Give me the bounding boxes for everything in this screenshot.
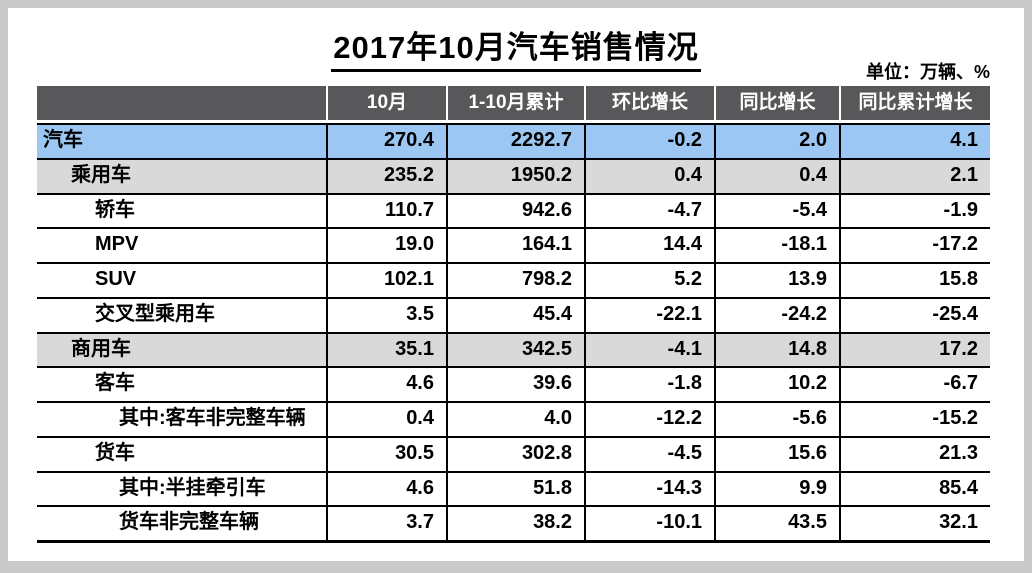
value-cell: -0.2 bbox=[584, 125, 714, 158]
unit-label: 单位：万辆、% bbox=[865, 62, 990, 82]
value-cell: 14.4 bbox=[584, 229, 714, 262]
value-cell: -12.2 bbox=[584, 403, 714, 436]
value-cell: -1.8 bbox=[584, 368, 714, 401]
table-row: 货车非完整车辆 3.7 38.2 -10.1 43.5 32.1 bbox=[37, 505, 990, 540]
value-cell: 30.5 bbox=[326, 437, 446, 471]
value-cell: -5.4 bbox=[714, 194, 839, 228]
table-row: SUV 102.1 798.2 5.2 13.9 15.8 bbox=[37, 262, 990, 297]
table-row: MPV 19.0 164.1 14.4 -18.1 -17.2 bbox=[37, 227, 990, 262]
value-cell: 302.8 bbox=[446, 437, 584, 471]
page-title: 2017年10月汽车销售情况 bbox=[331, 22, 701, 72]
column-header: 同比增长 bbox=[714, 86, 839, 120]
value-cell: 38.2 bbox=[446, 507, 584, 540]
value-cell: 51.8 bbox=[446, 472, 584, 506]
value-cell: 4.6 bbox=[326, 368, 446, 401]
value-cell: 15.6 bbox=[714, 437, 839, 471]
value-cell: -4.5 bbox=[584, 437, 714, 471]
row-label: MPV bbox=[95, 233, 139, 256]
value-cell: -15.2 bbox=[839, 403, 990, 436]
value-cell: 5.2 bbox=[584, 264, 714, 297]
table-header-row: 10月 1-10月累计 环比增长 同比增长 同比累计增长 bbox=[37, 86, 990, 120]
value-cell: 9.9 bbox=[714, 472, 839, 506]
value-cell: 942.6 bbox=[446, 194, 584, 228]
value-cell: 164.1 bbox=[446, 229, 584, 262]
value-cell: 13.9 bbox=[714, 264, 839, 297]
value-cell: 17.2 bbox=[839, 333, 990, 367]
row-label: 汽车 bbox=[43, 129, 83, 151]
row-label: 货车非完整车辆 bbox=[119, 511, 259, 534]
value-cell: -25.4 bbox=[839, 298, 990, 332]
value-cell: 0.4 bbox=[714, 159, 839, 193]
value-cell: 43.5 bbox=[714, 507, 839, 540]
column-header: 10月 bbox=[326, 86, 446, 120]
value-cell: 85.4 bbox=[839, 472, 990, 506]
value-cell: 21.3 bbox=[839, 437, 990, 471]
row-label: 其中:半挂牵引车 bbox=[119, 476, 266, 499]
title-wrap: 2017年10月汽车销售情况 bbox=[8, 22, 1024, 72]
value-cell: -10.1 bbox=[584, 507, 714, 540]
value-cell: 32.1 bbox=[839, 507, 990, 540]
table-row: 商用车 35.1 342.5 -4.1 14.8 17.2 bbox=[37, 331, 990, 367]
value-cell: 110.7 bbox=[326, 194, 446, 228]
table-row: 其中:半挂牵引车 4.6 51.8 -14.3 9.9 85.4 bbox=[37, 470, 990, 506]
value-cell: 0.4 bbox=[326, 403, 446, 436]
value-cell: 14.8 bbox=[714, 333, 839, 367]
row-label: 货车 bbox=[95, 441, 135, 464]
value-cell: 235.2 bbox=[326, 159, 446, 193]
value-cell: -4.7 bbox=[584, 194, 714, 228]
row-label: 商用车 bbox=[71, 337, 131, 360]
value-cell: 10.2 bbox=[714, 368, 839, 401]
column-header-empty bbox=[37, 86, 326, 120]
table-row: 乘用车 235.2 1950.2 0.4 0.4 2.1 bbox=[37, 157, 990, 193]
value-cell: 3.7 bbox=[326, 507, 446, 540]
sales-table: 10月 1-10月累计 环比增长 同比增长 同比累计增长 汽车 270.4 2292.7 -0… bbox=[37, 86, 990, 543]
value-cell: 0.4 bbox=[584, 159, 714, 193]
table-row: 客车 4.6 39.6 -1.8 10.2 -6.7 bbox=[37, 366, 990, 401]
value-cell: -6.7 bbox=[839, 368, 990, 401]
table-body: 汽车 270.4 2292.7 -0.2 2.0 4.1 乘用车 235.2 1950.2 0.4… bbox=[37, 123, 990, 543]
value-cell: -14.3 bbox=[584, 472, 714, 506]
value-cell: 4.6 bbox=[326, 472, 446, 506]
value-cell: 19.0 bbox=[326, 229, 446, 262]
value-cell: 2.0 bbox=[714, 125, 839, 158]
value-cell: 45.4 bbox=[446, 298, 584, 332]
row-label: 乘用车 bbox=[71, 163, 131, 186]
column-header: 1-10月累计 bbox=[446, 86, 584, 120]
value-cell: 342.5 bbox=[446, 333, 584, 367]
value-cell: 798.2 bbox=[446, 264, 584, 297]
table-row: 其中:客车非完整车辆 0.4 4.0 -12.2 -5.6 -15.2 bbox=[37, 401, 990, 436]
table-row: 交叉型乘用车 3.5 45.4 -22.1 -24.2 -25.4 bbox=[37, 296, 990, 332]
value-cell: 2.1 bbox=[839, 159, 990, 193]
value-cell: -5.6 bbox=[714, 403, 839, 436]
value-cell: 102.1 bbox=[326, 264, 446, 297]
value-cell: -4.1 bbox=[584, 333, 714, 367]
value-cell: 35.1 bbox=[326, 333, 446, 367]
value-cell: -17.2 bbox=[839, 229, 990, 262]
value-cell: 15.8 bbox=[839, 264, 990, 297]
row-label: SUV bbox=[95, 268, 137, 290]
row-label: 客车 bbox=[95, 372, 135, 395]
value-cell: 270.4 bbox=[326, 125, 446, 158]
column-header: 环比增长 bbox=[584, 86, 714, 120]
table-row: 汽车 270.4 2292.7 -0.2 2.0 4.1 bbox=[37, 123, 990, 158]
value-cell: -18.1 bbox=[714, 229, 839, 262]
row-label: 轿车 bbox=[95, 198, 135, 221]
value-cell: 3.5 bbox=[326, 298, 446, 332]
document-sheet: 2017年10月汽车销售情况 单位：万辆、% 10月 1-10月累计 环比增长 同比增… bbox=[8, 8, 1024, 561]
column-header: 同比累计增长 bbox=[839, 86, 990, 120]
table-row: 轿车 110.7 942.6 -4.7 -5.4 -1.9 bbox=[37, 192, 990, 228]
value-cell: 2292.7 bbox=[446, 125, 584, 158]
row-label: 交叉型乘用车 bbox=[95, 302, 215, 325]
value-cell: 1950.2 bbox=[446, 159, 584, 193]
table-row: 货车 30.5 302.8 -4.5 15.6 21.3 bbox=[37, 435, 990, 471]
value-cell: 4.0 bbox=[446, 403, 584, 436]
value-cell: -1.9 bbox=[839, 194, 990, 228]
value-cell: 39.6 bbox=[446, 368, 584, 401]
row-label: 其中:客车非完整车辆 bbox=[119, 407, 306, 429]
value-cell: -22.1 bbox=[584, 298, 714, 332]
value-cell: 4.1 bbox=[839, 125, 990, 158]
value-cell: -24.2 bbox=[714, 298, 839, 332]
